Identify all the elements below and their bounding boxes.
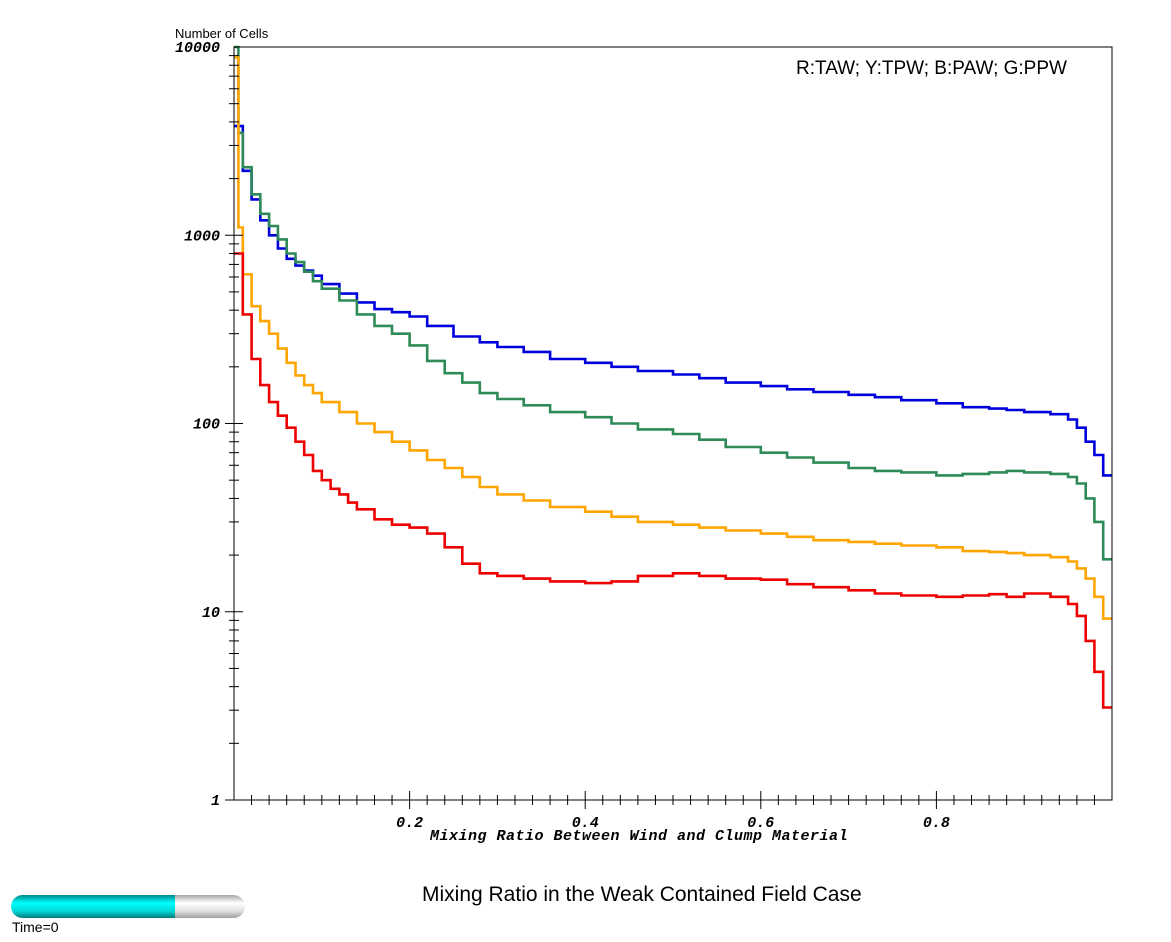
y-tick-label: 100 [193,417,220,434]
series-line-1 [234,124,1112,477]
y-tick-label: 10 [202,605,220,622]
x-tick-label: 0.6 [747,815,774,832]
series-line-3 [234,56,1112,620]
series-layer [234,45,1112,709]
x-tick-label: 0.8 [923,815,950,832]
time-label: Time=0 [12,919,59,935]
legend-text: R:TAW; Y:TPW; B:PAW; G:PPW [796,58,1067,79]
x-tick-label: 0.4 [572,815,599,832]
y-tick-label: 1000 [184,228,220,245]
y-axis-label: Number of Cells [175,26,269,41]
y-tick-label: 10000 [175,40,220,57]
series-line-4 [234,252,1112,709]
x-axis-label: Mixing Ratio Between Wind and Clump Mate… [430,828,849,845]
axes-layer: 1 10 100 1000 10000 0.2 0.4 0.6 0.8 [175,40,1113,832]
series-line-2 [234,45,1112,561]
time-slider-fill [11,895,175,918]
time-slider[interactable] [11,895,245,918]
chart-title: Mixing Ratio in the Weak Contained Field… [422,883,862,906]
y-tick-label: 1 [211,793,220,810]
x-tick-label: 0.2 [396,815,423,832]
